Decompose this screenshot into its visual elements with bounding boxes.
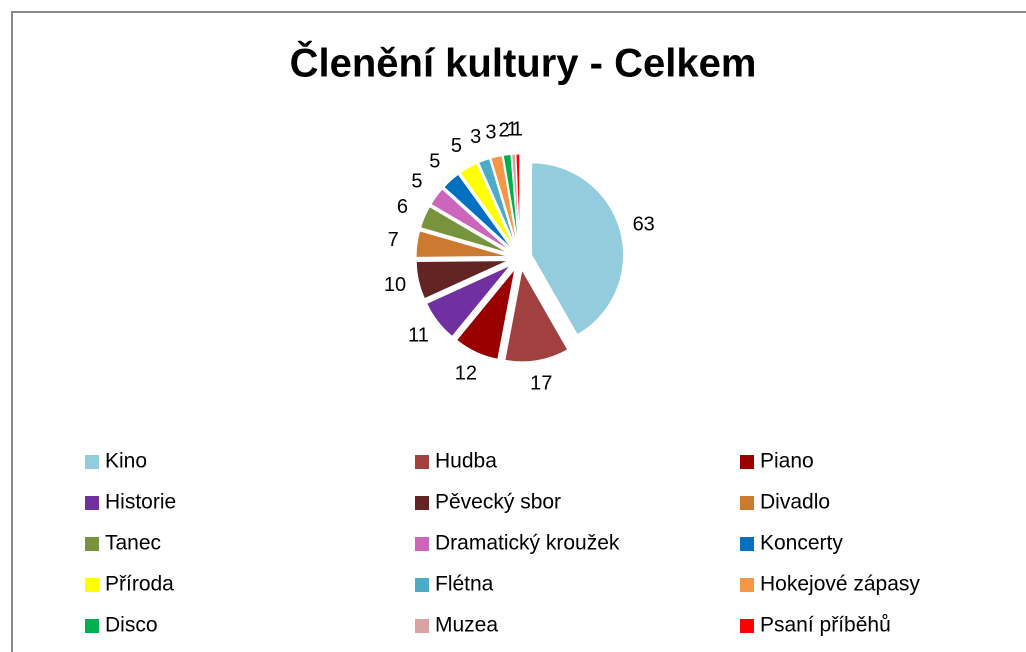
pie-slice (531, 162, 625, 336)
legend-swatch (85, 455, 99, 469)
data-label: 3 (470, 126, 481, 148)
legend-label: Pěvecký sbor (435, 491, 561, 514)
legend-label: Tanec (105, 532, 161, 555)
pie-slice (415, 230, 509, 258)
legend-label: Hokejové zápasy (760, 573, 920, 596)
pie-slice (490, 155, 518, 247)
chart-title: Členění kultury - Celkem (290, 40, 757, 86)
legend-label: Muzea (435, 614, 498, 637)
pie-slice (430, 188, 511, 252)
data-label: 17 (530, 373, 552, 395)
legend-swatch (85, 578, 99, 592)
pie-slice (455, 268, 516, 360)
legend-swatch (415, 619, 429, 633)
data-label: 6 (397, 196, 408, 218)
legend-swatch (85, 496, 99, 510)
data-label: 1 (506, 119, 517, 141)
pie-slice (419, 206, 510, 254)
pie-slice (443, 173, 513, 250)
data-label: 5 (451, 135, 462, 157)
pie-slice (504, 268, 569, 363)
legend-swatch (85, 537, 99, 551)
legend-label: Hudba (435, 450, 497, 473)
data-label: 12 (455, 362, 477, 384)
data-label: 1 (512, 118, 523, 140)
data-label: 7 (388, 229, 399, 251)
pie-slice (477, 157, 517, 247)
pie-slice (502, 153, 520, 247)
legend-label: Disco (105, 614, 158, 637)
legend-label: Psaní příběhů (760, 614, 891, 637)
data-label: 5 (411, 170, 422, 192)
data-label: 2 (499, 119, 510, 141)
legend-swatch (415, 455, 429, 469)
pie-slice (426, 264, 511, 338)
data-label: 11 (408, 324, 429, 346)
legend-label: Divadlo (760, 491, 830, 514)
legend-swatch (740, 537, 754, 551)
legend-swatch (85, 619, 99, 633)
pie-slice (459, 162, 515, 248)
legend-swatch (415, 496, 429, 510)
data-label: 3 (485, 122, 496, 144)
pie-slice (511, 153, 520, 247)
legend-label: Dramatický kroužek (435, 532, 620, 555)
legend-label: Flétna (435, 573, 494, 596)
legend-label: Historie (105, 491, 176, 514)
pie-slice (515, 153, 521, 247)
legend-swatch (740, 455, 754, 469)
legend-label: Piano (760, 450, 814, 473)
data-label: 63 (633, 213, 655, 235)
legend-label: Kino (105, 450, 147, 473)
data-label: 10 (384, 274, 406, 296)
legend-swatch (415, 578, 429, 592)
pie-slice (415, 260, 509, 300)
data-label: 5 (429, 151, 440, 173)
legend-swatch (415, 537, 429, 551)
legend-swatch (740, 578, 754, 592)
legend-label: Koncerty (760, 532, 843, 555)
legend-swatch (740, 496, 754, 510)
legend-swatch (740, 619, 754, 633)
legend-label: Příroda (105, 573, 174, 596)
